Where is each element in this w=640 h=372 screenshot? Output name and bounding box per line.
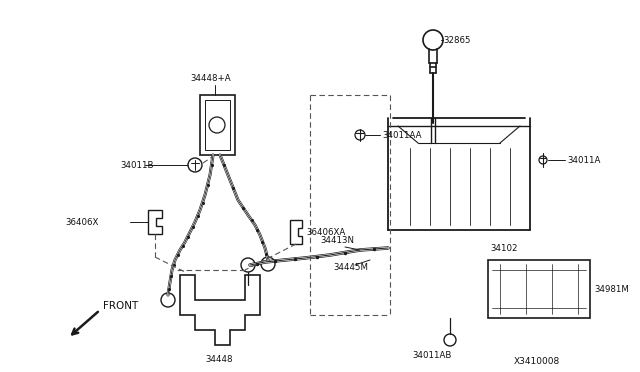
Text: X3410008: X3410008 [514, 357, 560, 366]
Text: 34448+A: 34448+A [190, 74, 230, 83]
Text: 34448: 34448 [205, 356, 232, 365]
Text: 34445M: 34445M [333, 263, 368, 273]
Text: 34413N: 34413N [320, 235, 354, 244]
Text: 34102: 34102 [490, 244, 518, 253]
Text: 34011AB: 34011AB [412, 350, 451, 359]
Text: 34011AA: 34011AA [382, 131, 422, 140]
Text: 34011B: 34011B [120, 160, 154, 170]
Text: 34011A: 34011A [567, 155, 600, 164]
Text: FRONT: FRONT [103, 301, 138, 311]
Text: 34981M: 34981M [594, 285, 629, 294]
Text: 36406XA: 36406XA [306, 228, 345, 237]
Text: 36406X: 36406X [65, 218, 99, 227]
Text: 32865: 32865 [443, 35, 470, 45]
